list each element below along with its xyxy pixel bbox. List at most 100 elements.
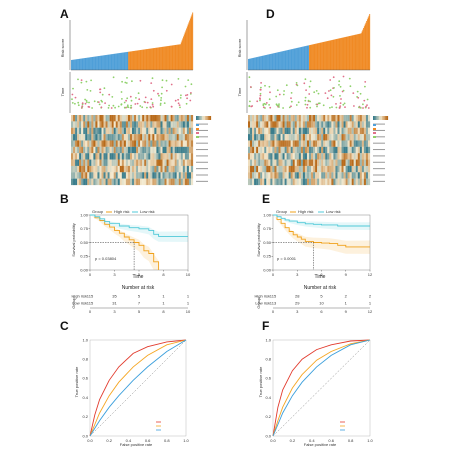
heatmap-cell (270, 165, 273, 173)
heatmap-cell (252, 127, 255, 135)
heatmap-cell (75, 178, 78, 186)
heatmap-cell (306, 140, 310, 147)
heatmap-cell (144, 127, 147, 135)
heatmap-cell (121, 121, 124, 128)
heatmap-cell (162, 127, 165, 135)
heatmap-cell (87, 146, 90, 154)
heatmap-cell (134, 153, 137, 160)
heatmap-cell (353, 159, 356, 167)
heatmap-cell (272, 115, 275, 122)
heatmap-cell (119, 153, 122, 160)
heatmap-cell (339, 115, 342, 122)
heatmap-cell (184, 121, 187, 128)
heatmap-cell (105, 121, 108, 128)
risk-score-bar (268, 54, 270, 70)
heatmap-cell (99, 165, 102, 173)
heatmap-cell (158, 178, 161, 186)
heatmap-cell (329, 172, 332, 179)
heatmap-cell (272, 159, 275, 167)
heatmap-cell (268, 134, 271, 141)
legend-gradient-cell (380, 116, 383, 120)
heatmap-cell (260, 165, 263, 173)
heatmap-cell (172, 121, 175, 128)
heatmap-cell (351, 172, 354, 179)
heatmap-cell (296, 115, 299, 122)
heatmap-cell (278, 127, 281, 135)
heatmap-cell (129, 115, 133, 122)
risk-score-bar (295, 48, 297, 70)
heatmap-cell (123, 134, 126, 141)
heatmap-cell (166, 159, 169, 167)
heatmap-cell (109, 146, 112, 154)
heatmap-cell (105, 178, 108, 186)
heatmap-cell (337, 127, 340, 135)
heatmap-cell (172, 153, 175, 160)
risk-score-bar (72, 59, 74, 70)
risk-score-bar (348, 36, 350, 70)
heatmap-cell (272, 165, 275, 173)
heatmap-cell (262, 115, 265, 122)
risk-score-bar (322, 42, 324, 70)
risk-count: 1 (345, 301, 348, 306)
heatmap-cell (101, 172, 104, 179)
dead-point (290, 105, 292, 108)
heatmap-cell (294, 115, 297, 122)
heatmap-cell (186, 159, 190, 167)
heatmap-cell (85, 165, 88, 173)
heatmap-cell (87, 127, 90, 135)
legend-gradient-cell (197, 116, 200, 120)
risk-score-bar (118, 53, 120, 70)
heatmap-cell (341, 178, 344, 186)
heatmap-cell (254, 115, 257, 122)
heatmap-cell (341, 153, 344, 160)
heatmap-cell (343, 146, 346, 154)
heatmap-cell (349, 165, 352, 173)
heatmap-cell (168, 127, 171, 135)
heatmap-cell (302, 165, 306, 173)
heatmap-cell (99, 178, 102, 186)
heatmap-cell (109, 165, 112, 173)
risk-score-bar (256, 57, 258, 70)
heatmap-cell (123, 146, 126, 154)
heatmap-cell (323, 165, 326, 173)
heatmap-cell (315, 127, 318, 135)
heatmap-cell (136, 153, 139, 160)
risk-score-bar (116, 53, 118, 70)
heatmap-cell (107, 134, 110, 141)
heatmap-cell (256, 134, 259, 141)
heatmap-cell (166, 121, 169, 128)
risk-score-bar (137, 50, 139, 70)
heatmap-cell (99, 159, 102, 167)
heatmap-cell (365, 115, 369, 122)
heatmap-cell (186, 172, 190, 179)
heatmap-cell (99, 115, 102, 122)
dead-point (190, 92, 192, 94)
heatmap-cell (288, 134, 291, 141)
risk-score-bar (107, 54, 109, 70)
risk-score-bar (191, 14, 193, 70)
risk-score-bar (250, 58, 252, 70)
heatmap-cell (258, 115, 261, 122)
alive-point (77, 101, 80, 104)
heatmap-cell (154, 134, 157, 141)
heatmap-cell (75, 159, 78, 167)
dead-point (139, 79, 142, 82)
panel-F-roc-plot: 0.00.20.40.60.81.00.0 0.2 0.4 0.6 0.8 1.0 (265, 337, 373, 443)
heatmap-cell (311, 115, 314, 122)
heatmap-cell (296, 172, 299, 179)
heatmap-cell (156, 159, 159, 167)
heatmap-cell (121, 140, 124, 147)
heatmap-cell (306, 134, 310, 141)
x-tick-label: 0.4 (309, 438, 315, 443)
risk-score-bar (119, 52, 121, 70)
risk-x-tick-label: 8 (162, 309, 165, 314)
heatmap-cell (160, 165, 163, 173)
heatmap-cell (331, 140, 334, 147)
heatmap-cell (345, 115, 348, 122)
heatmap-cell (284, 121, 287, 128)
heatmap-cell (302, 134, 306, 141)
heatmap-cell (309, 121, 312, 128)
alive-point (126, 106, 129, 108)
risk-score-bar (104, 55, 106, 70)
heatmap-cell (319, 146, 322, 154)
